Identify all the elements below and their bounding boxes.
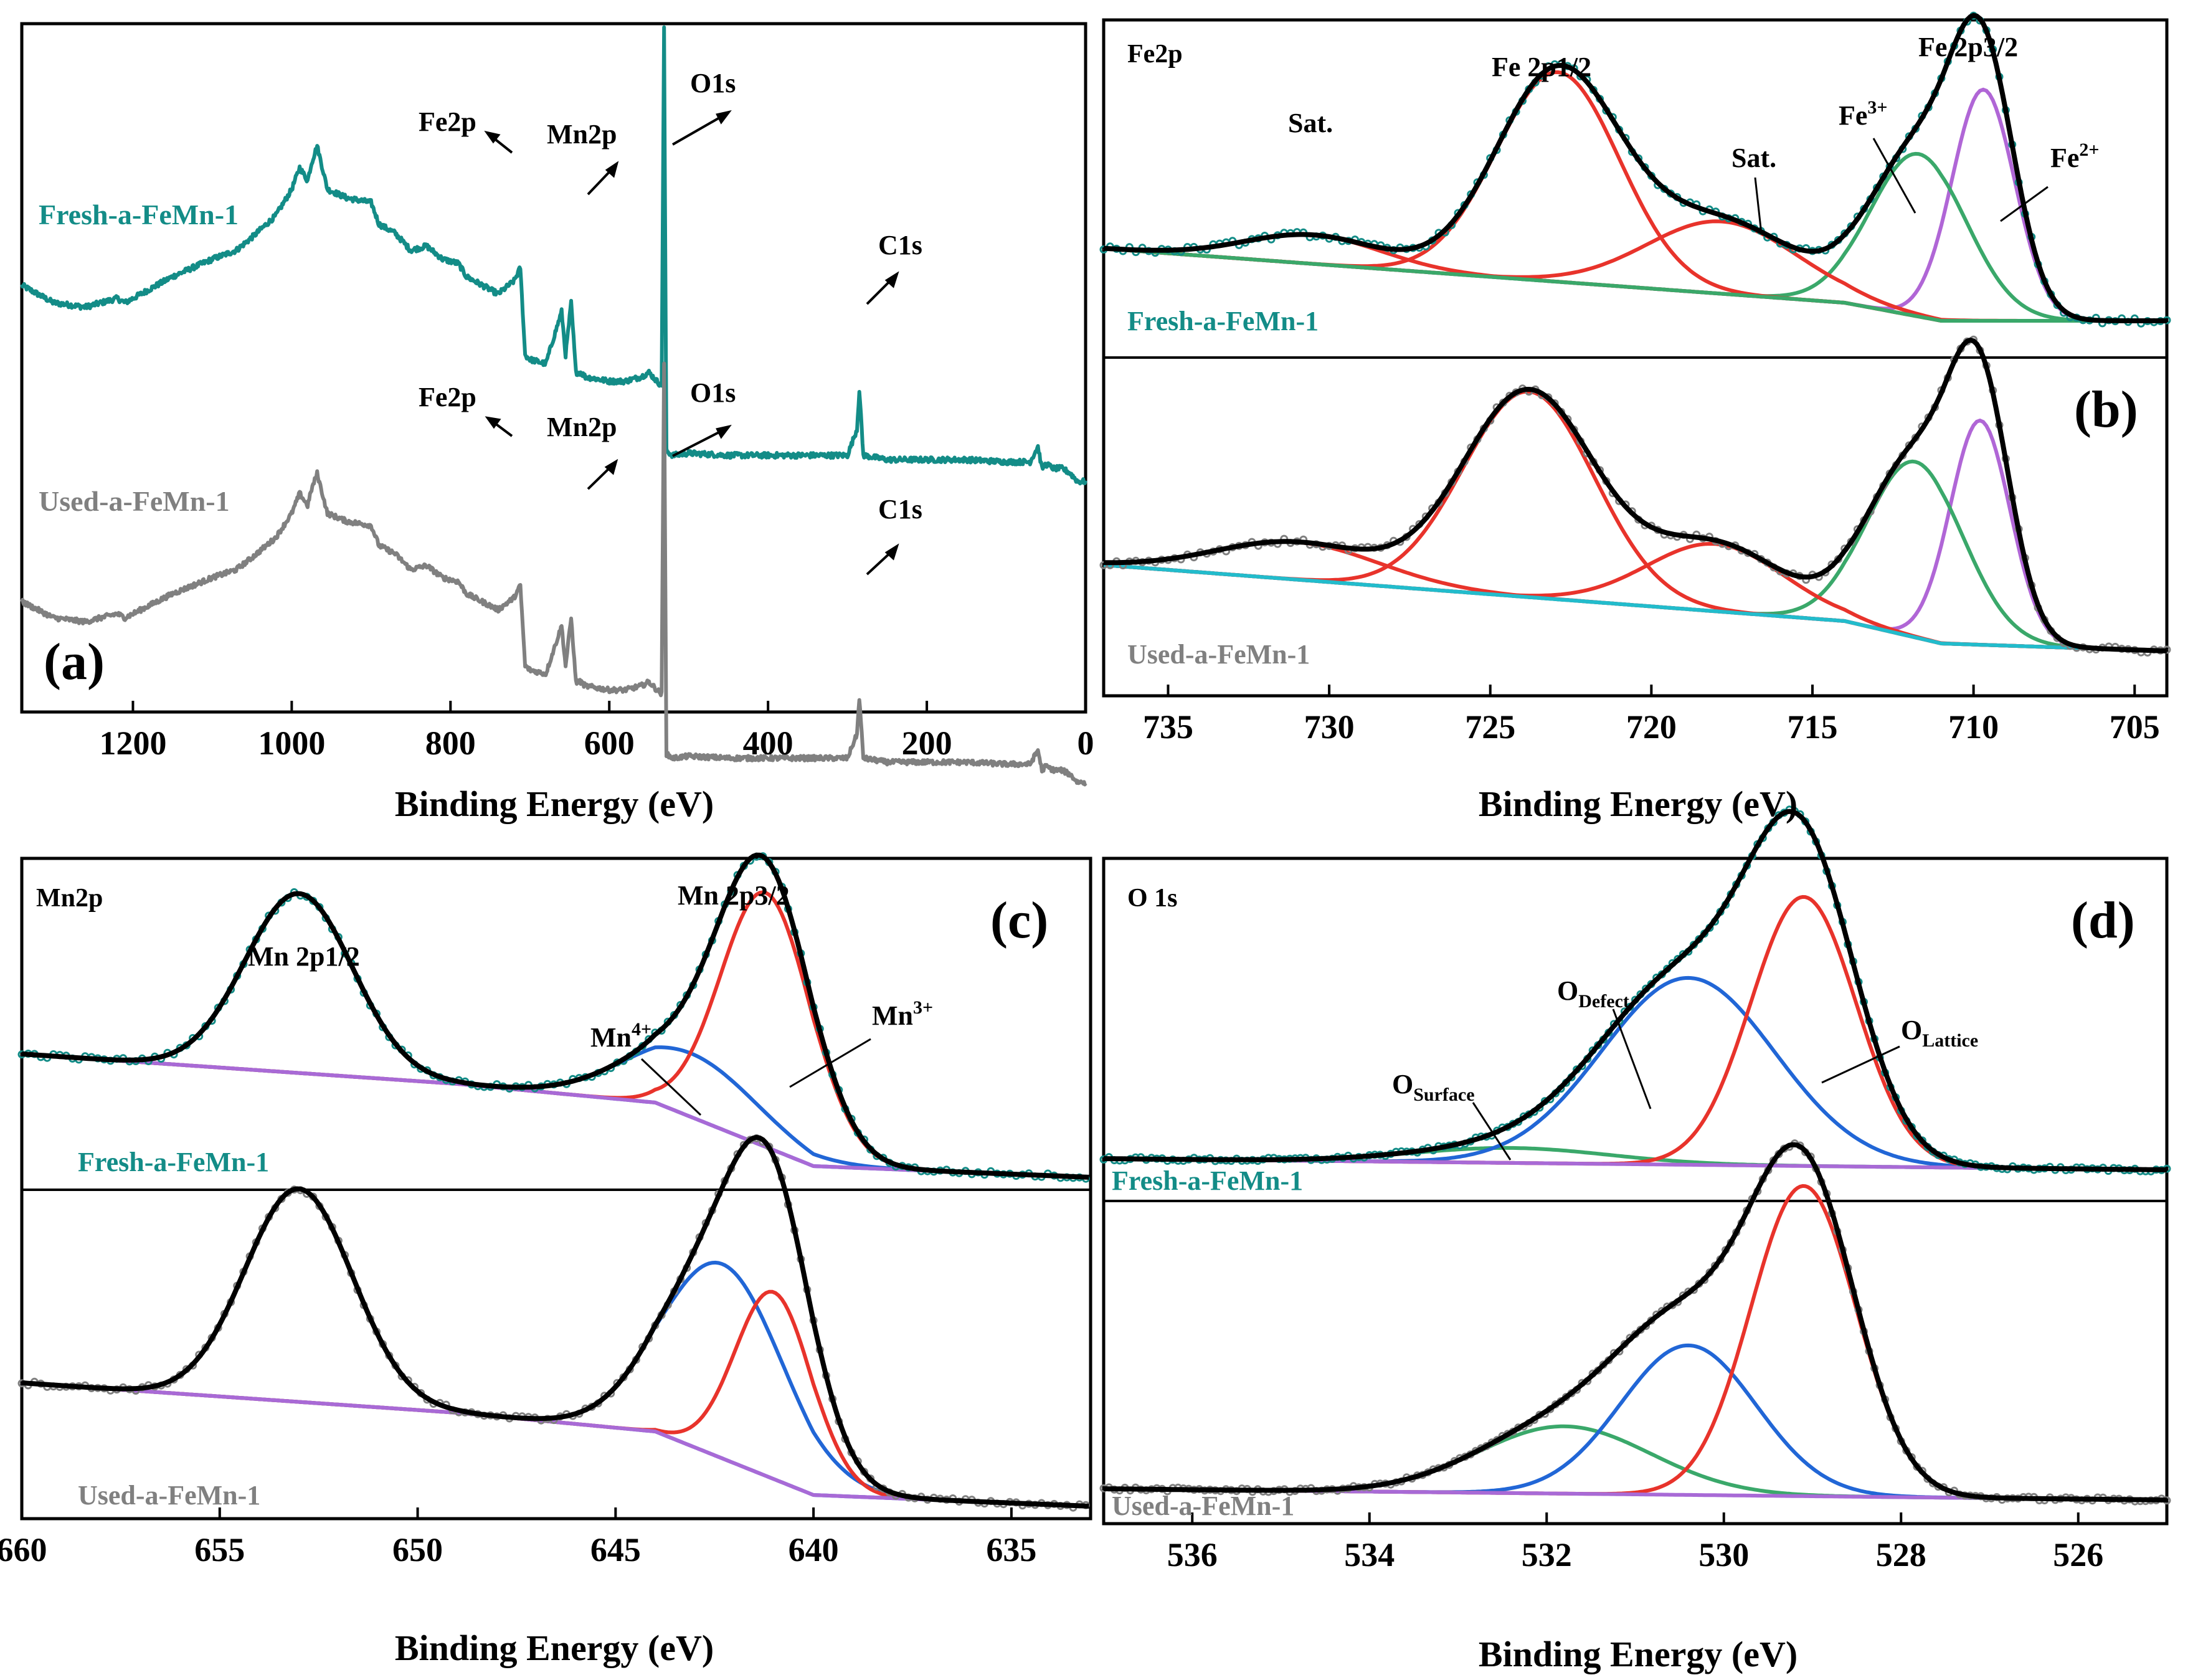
- annot-a-fe2p-fresh: Fe2p: [419, 107, 476, 137]
- annot-b-fe2p12: Fe 2p1/2: [1492, 52, 1591, 82]
- series-label-used-c: Used-a-FeMn-1: [78, 1480, 260, 1511]
- panel-d-plot: [1099, 805, 2171, 1506]
- panel-b-label: (b): [2074, 381, 2138, 439]
- x-tick-label: 1200: [99, 724, 166, 762]
- x-tick-label: 1000: [258, 724, 325, 762]
- x-tick-label: 655: [194, 1531, 245, 1568]
- panel-c-xticks: 660 655 650 645 640 635: [0, 1507, 1036, 1568]
- x-tick-label: 705: [2110, 708, 2160, 746]
- annot-b-fe2: Fe2+: [2050, 140, 2100, 173]
- panel-b-xlabel: Binding Energy (eV): [1479, 784, 1798, 824]
- panel-b-leader-lines: [1754, 138, 2049, 234]
- x-tick-label: 200: [902, 724, 952, 762]
- x-tick-label: 730: [1304, 708, 1355, 746]
- panel-d-xticks: 536 534 532 530 528 526: [1167, 1512, 2103, 1573]
- x-tick-label: 725: [1465, 708, 1515, 746]
- panel-b-xticks: 735 730 725 720 715 710 705: [1143, 685, 2160, 746]
- annot-b-sat-2: Sat.: [1731, 143, 1776, 173]
- envelope-fit-line: [21, 852, 1089, 1180]
- annot-a-c1s-used: C1s: [878, 494, 922, 524]
- series-label-fresh-b: Fresh-a-FeMn-1: [1127, 306, 1319, 336]
- panel-a-frame: [20, 22, 1087, 714]
- series-label-fresh-c: Fresh-a-FeMn-1: [78, 1147, 269, 1177]
- annot-c-mn3: Mn3+: [872, 997, 933, 1031]
- panel-d-label: (d): [2071, 891, 2135, 949]
- x-tick-label: 645: [590, 1531, 641, 1568]
- panel-b-title: Fe2p: [1127, 40, 1183, 69]
- x-tick-label: 526: [2053, 1536, 2103, 1573]
- panel-c-plot: [17, 852, 1090, 1512]
- envelope-fit-line: [1104, 1142, 2167, 1502]
- series-label-fresh-a: Fresh-a-FeMn-1: [39, 199, 239, 230]
- background-line: [1103, 247, 2167, 323]
- x-tick-label: 532: [1522, 1536, 1572, 1573]
- panel-c-title: Mn2p: [36, 884, 103, 913]
- annot-a-mn2p-used: Mn2p: [547, 412, 617, 442]
- x-tick-label: 528: [1876, 1536, 1926, 1573]
- panel-d-leader-lines: [1472, 1008, 1900, 1160]
- series-label-used-d: Used-a-FeMn-1: [1112, 1491, 1294, 1521]
- survey-series-line: [20, 25, 1087, 486]
- x-tick-label: 400: [743, 724, 793, 762]
- x-tick-label: 710: [1948, 708, 1999, 746]
- x-tick-label: 735: [1143, 708, 1193, 746]
- x-tick-label: 650: [392, 1531, 443, 1568]
- x-tick-label: 0: [1078, 724, 1094, 762]
- annot-a-c1s-fresh: C1s: [878, 230, 922, 260]
- annot-d-olattice: OLattice: [1901, 1015, 1978, 1051]
- annot-a-mn2p-fresh: Mn2p: [547, 119, 617, 149]
- survey-series-line: [20, 361, 1087, 787]
- x-tick-label: 536: [1167, 1536, 1218, 1573]
- panel-a-arrows: [484, 110, 899, 576]
- panel-c-label: (c): [990, 891, 1048, 949]
- annot-c-mn2p32: Mn 2p3/2: [678, 880, 790, 911]
- panel-a-plot: [20, 25, 1087, 787]
- x-tick-label: 720: [1626, 708, 1677, 746]
- annot-a-fe2p-used: Fe2p: [419, 382, 476, 412]
- series-label-used-a: Used-a-FeMn-1: [39, 485, 230, 517]
- panel-d-frame: [1102, 857, 2169, 1526]
- x-tick-label: 715: [1788, 708, 1838, 746]
- x-tick-label: 600: [584, 724, 635, 762]
- x-tick-label: 534: [1344, 1536, 1395, 1573]
- x-tick-label: 635: [986, 1531, 1036, 1568]
- series-label-fresh-d: Fresh-a-FeMn-1: [1112, 1165, 1303, 1196]
- annot-b-fe3: Fe3+: [1839, 97, 1888, 131]
- envelope-fit-line: [1104, 809, 2167, 1172]
- envelope-fit-line: [1103, 337, 2167, 653]
- panel-d-xlabel: Binding Energy (eV): [1479, 1634, 1798, 1674]
- envelope-fit-line: [1103, 12, 2167, 323]
- panel-c-leader-lines: [640, 1038, 871, 1116]
- annot-b-fe2p32: Fe 2p3/2: [1918, 32, 2018, 62]
- x-tick-label: 530: [1698, 1536, 1749, 1573]
- panel-a-label: (a): [44, 633, 105, 691]
- panel-c-xlabel: Binding Energy (eV): [395, 1628, 714, 1668]
- x-tick-label: 800: [425, 724, 476, 762]
- annot-d-osurface: OSurface: [1392, 1069, 1475, 1105]
- annot-a-o1s-used: O1s: [690, 377, 736, 408]
- background-line: [1103, 563, 2167, 653]
- x-tick-label: 660: [0, 1531, 47, 1568]
- panel-a-xticks: 1200 1000 800 600 400 200 0: [99, 701, 1094, 762]
- annot-b-sat-1: Sat.: [1288, 108, 1333, 138]
- panel-d-title: O 1s: [1127, 884, 1178, 913]
- x-tick-label: 640: [789, 1531, 839, 1568]
- annot-d-odefect: ODefect: [1557, 975, 1629, 1012]
- panel-a-xlabel: Binding Energy (eV): [395, 784, 714, 824]
- panel-b-plot: [1099, 11, 2171, 657]
- annot-c-mn2p12: Mn 2p1/2: [248, 941, 360, 972]
- annot-c-mn4: Mn4+: [590, 1019, 651, 1053]
- series-label-used-b: Used-a-FeMn-1: [1127, 639, 1310, 670]
- annot-a-o1s-fresh: O1s: [690, 68, 736, 98]
- envelope-fit-line: [21, 1134, 1089, 1509]
